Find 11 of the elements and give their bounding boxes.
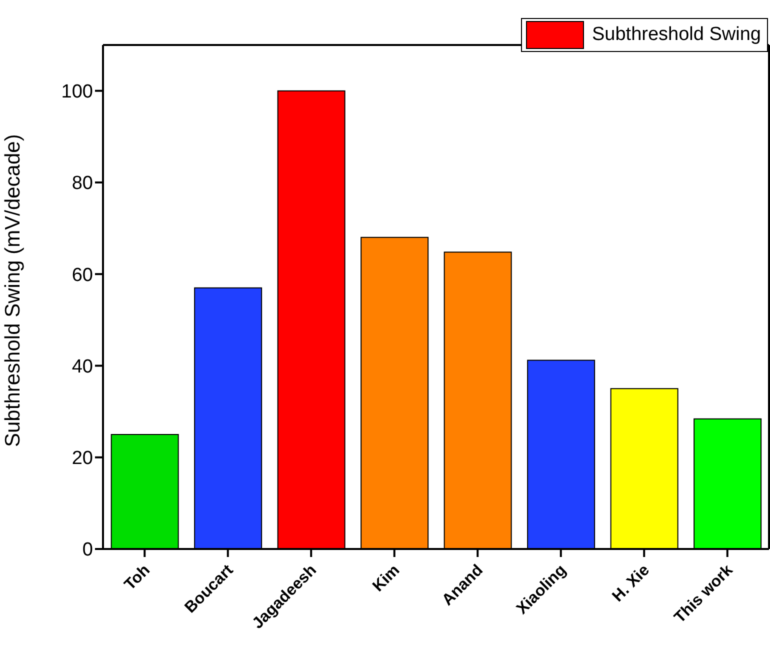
- x-tick-label: H. Xie: [609, 562, 654, 606]
- x-tick-label: Kim: [370, 562, 404, 596]
- y-tick-label: 100: [61, 82, 93, 103]
- y-axis-title: Subthreshold Swing (mV/decade): [1, 134, 24, 447]
- y-tick-label: 0: [82, 540, 93, 561]
- legend-label: Subthreshold Swing: [592, 24, 761, 46]
- y-tick-label: 60: [72, 264, 93, 286]
- y-tick-label: 20: [72, 448, 93, 470]
- y-tick-label: 80: [72, 173, 93, 194]
- x-tick-label: Toh: [122, 562, 154, 594]
- y-tick-label: 40: [72, 356, 93, 378]
